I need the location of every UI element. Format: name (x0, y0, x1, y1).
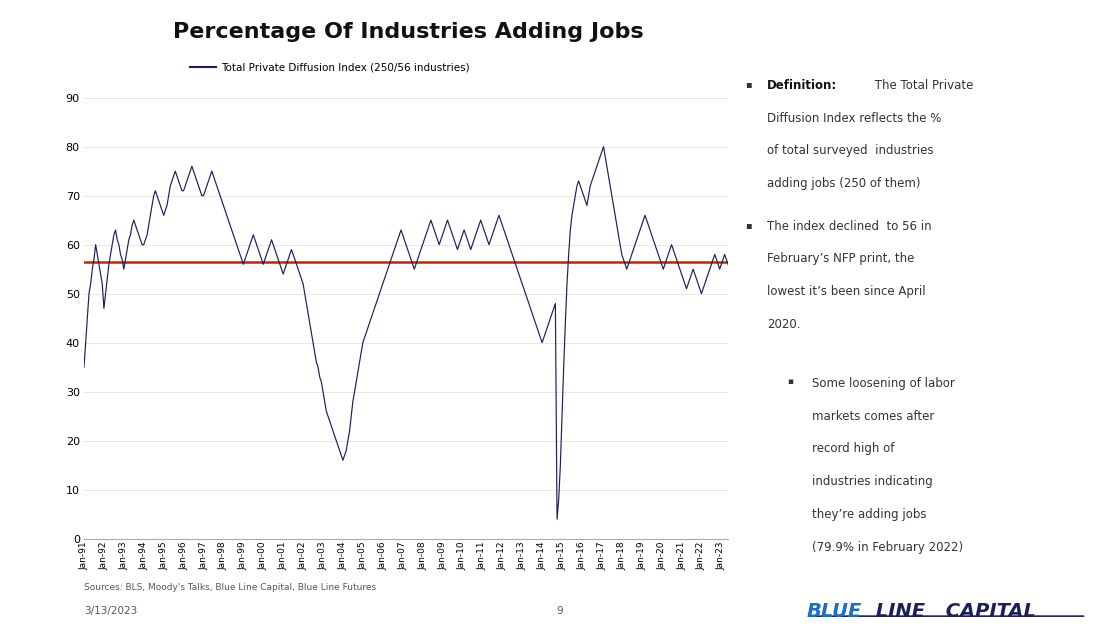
Text: Some loosening of labor: Some loosening of labor (812, 377, 955, 390)
Text: adding jobs (250 of them): adding jobs (250 of them) (767, 177, 921, 190)
Text: Sources: BLS, Moody's Talks, Blue Line Capital, Blue Line Futures: Sources: BLS, Moody's Talks, Blue Line C… (84, 583, 376, 592)
Text: Diffusion Index reflects the %: Diffusion Index reflects the % (767, 112, 942, 125)
Text: markets comes after: markets comes after (812, 410, 934, 423)
Text: CAPITAL: CAPITAL (939, 602, 1035, 621)
Text: they’re adding jobs: they’re adding jobs (812, 508, 926, 521)
Text: ▪: ▪ (745, 79, 752, 89)
Text: BLUE: BLUE (806, 602, 861, 621)
Text: industries indicating: industries indicating (812, 475, 933, 488)
Text: record high of: record high of (812, 442, 895, 455)
Text: ▪: ▪ (787, 377, 793, 386)
Text: (79.9% in February 2022): (79.9% in February 2022) (812, 541, 963, 554)
Text: Definition:: Definition: (767, 79, 838, 92)
Text: of total surveyed  industries: of total surveyed industries (767, 144, 934, 158)
Text: Percentage Of Industries Adding Jobs: Percentage Of Industries Adding Jobs (174, 22, 644, 42)
Text: lowest it’s been since April: lowest it’s been since April (767, 285, 926, 298)
Text: 3/13/2023: 3/13/2023 (84, 606, 138, 616)
Text: ▪: ▪ (745, 220, 752, 229)
Text: 9: 9 (557, 606, 563, 616)
Text: February’s NFP print, the: February’s NFP print, the (767, 253, 915, 265)
Text: The Total Private: The Total Private (871, 79, 973, 92)
Text: The index declined  to 56 in: The index declined to 56 in (767, 220, 932, 232)
Text: 2020.: 2020. (767, 318, 801, 331)
Text: LINE: LINE (869, 602, 925, 621)
Legend: Total Private Diffusion Index (250/56 industries): Total Private Diffusion Index (250/56 in… (186, 59, 474, 77)
